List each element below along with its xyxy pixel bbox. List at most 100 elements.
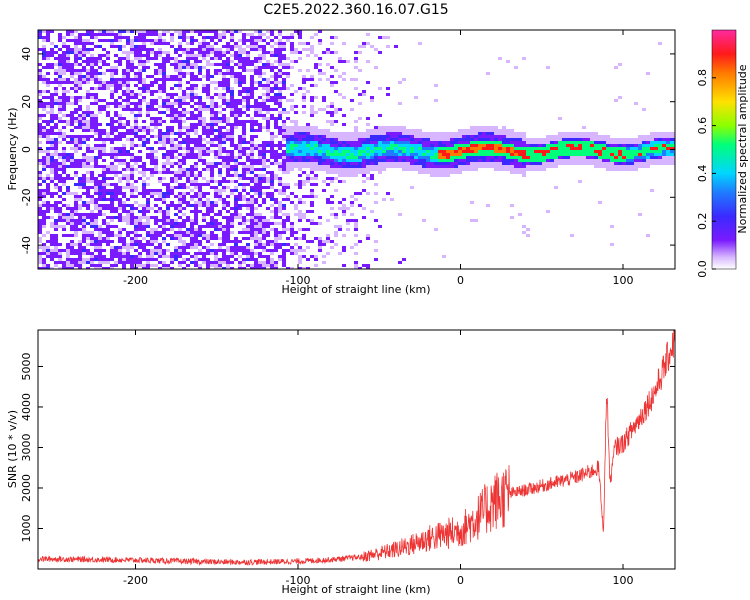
spectrogram-cell [302,78,306,81]
spectrogram-cell [238,90,242,93]
spectrogram-cell [102,168,106,171]
spectrogram-cell [234,186,238,189]
spectrogram-cell [390,129,394,132]
spectrogram-cell [342,249,346,252]
spectrogram-cell [274,264,278,267]
spectrogram-cell [74,144,78,147]
spectrogram-cell [642,165,646,168]
spectrogram-cell [182,99,186,102]
spectrogram-cell [342,174,346,177]
spectrogram-cell [54,207,58,210]
spectrogram-cell [146,252,150,255]
spectrogram-cell [226,135,230,138]
spectrogram-cell [226,57,230,60]
spectrogram-cell [226,231,230,234]
spectrogram-cell [286,75,290,78]
spectrogram-cell [662,156,666,159]
spectrogram-cell [158,177,162,180]
spectrogram-cell [334,156,338,159]
spectrogram-cell [118,252,122,255]
spectrogram-cell [50,99,54,102]
spectrogram-cell [150,243,154,246]
spectrogram-cell [210,249,214,252]
spectrogram-cell [394,156,398,159]
spectrogram-cell [182,174,186,177]
spectrogram-cell [74,231,78,234]
spectrogram-cell [274,249,278,252]
spectrogram-cell [274,99,278,102]
spectrogram-cell [46,216,50,219]
spectrogram-cell [318,135,322,138]
spectrogram-cell [282,156,286,159]
spectrogram-cell [650,189,654,192]
spectrogram-cell [54,183,58,186]
spectrogram-cell [342,207,346,210]
spectrogram-cell [614,66,618,69]
x-tick-label: -200 [123,274,148,287]
spectrogram-cell [218,129,222,132]
y-tick-label: 40 [20,47,33,61]
spectrogram-cell [106,204,110,207]
spectrogram-cell [130,147,134,150]
spectrogram-cell [558,117,562,120]
spectrogram-cell [142,42,146,45]
spectrogram-cell [258,84,262,87]
spectrogram-cell [190,96,194,99]
spectrogram-cell [206,165,210,168]
spectrogram-cell [330,240,334,243]
spectrogram-cell [146,147,150,150]
spectrogram-cell [182,195,186,198]
spectrogram-cell [126,165,130,168]
spectrogram-cell [594,159,598,162]
spectrogram-cell [154,204,158,207]
spectrogram-cell [110,165,114,168]
spectrogram-cell [446,171,450,174]
spectrogram-cell [90,117,94,120]
spectrogram-cell [334,120,338,123]
spectrogram-cell [42,267,46,269]
spectrogram-cell [442,135,446,138]
spectrogram-cell [310,219,314,222]
spectrogram-cell [470,162,474,165]
spectrogram-cell [650,144,654,147]
spectrogram-cell [610,162,614,165]
spectrogram-cell [190,174,194,177]
spectrogram-cell [258,36,262,39]
spectrogram-cell [58,48,62,51]
spectrogram-cell [174,174,178,177]
spectrogram-cell [142,264,146,267]
spectrogram-cell [562,156,566,159]
spectrogram-cell [410,141,414,144]
spectrogram-cell [154,246,158,249]
spectrogram-cell [90,195,94,198]
spectrogram-cell [78,165,82,168]
spectrogram-cell [278,48,282,51]
spectrogram-cell [194,213,198,216]
spectrogram-cell [246,39,250,42]
spectrogram-cell [50,96,54,99]
spectrogram-cell [182,153,186,156]
spectrogram-cell [558,156,562,159]
spectrogram-cell [438,144,442,147]
spectrogram-cell [634,150,638,153]
spectrogram-cell [526,141,530,144]
spectrogram-cell [126,255,130,258]
spectrogram-cell [214,120,218,123]
spectrogram-cell [298,141,302,144]
spectrogram-cell [122,153,126,156]
spectrogram-cell [270,192,274,195]
spectrogram-cell [90,30,94,33]
spectrogram-cell [262,243,266,246]
spectrogram-cell [518,159,522,162]
spectrogram-cell [258,228,262,231]
spectrogram-cell [186,147,190,150]
spectrogram-cell [290,138,294,141]
spectrogram-cell [250,264,254,267]
spectrogram-cell [302,171,306,174]
spectrogram-cell [434,141,438,144]
spectrogram-cell [306,219,310,222]
spectrogram-cell [266,141,270,144]
spectrogram-cell [122,177,126,180]
spectrogram-cell [166,75,170,78]
spectrogram-cell [354,78,358,81]
